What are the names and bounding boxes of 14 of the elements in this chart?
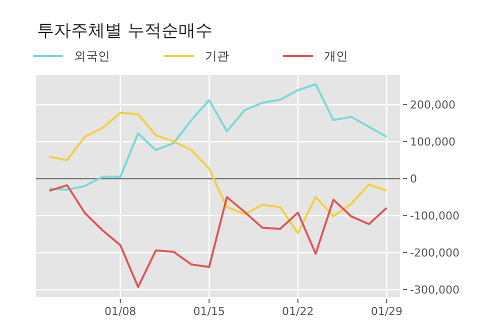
ytick: 200,000 bbox=[410, 98, 456, 112]
legend-label: 개인 bbox=[324, 49, 348, 63]
xtick: 01/15 bbox=[193, 305, 225, 318]
ytick: -300,000 bbox=[410, 284, 460, 297]
legend-label: 기관 bbox=[205, 49, 229, 63]
xtick: 01/29 bbox=[370, 305, 403, 318]
ytick: 100,000 bbox=[410, 136, 456, 149]
ytick: -200,000 bbox=[410, 246, 460, 260]
title: 투자주체별 누적순매수 bbox=[37, 21, 212, 41]
xtick: 01/22 bbox=[282, 305, 314, 318]
ytick: 0 bbox=[410, 172, 417, 186]
xtick: 01/08 bbox=[104, 305, 136, 318]
ytick: -100,000 bbox=[410, 210, 460, 223]
legend-label: 외국인 bbox=[74, 49, 110, 63]
